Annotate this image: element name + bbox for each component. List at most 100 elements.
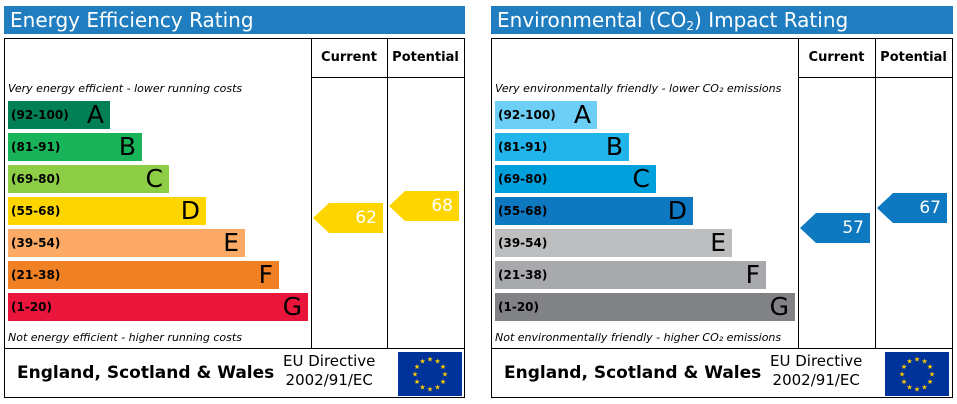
current-rating-arrow: 62 xyxy=(313,203,383,233)
star-icon: ★ xyxy=(414,378,420,386)
star-icon: ★ xyxy=(412,371,418,379)
rating-band-d: (55-68) D xyxy=(8,197,206,225)
arrow-value: 68 xyxy=(431,196,453,216)
band-range: (92-100) xyxy=(11,108,69,122)
star-icon: ★ xyxy=(927,363,933,371)
divider xyxy=(875,39,876,349)
band-letter: G xyxy=(282,292,302,321)
potential-rating-arrow: 67 xyxy=(877,193,947,223)
arrow-value: 57 xyxy=(842,218,864,238)
rating-band-b: (81-91) B xyxy=(495,133,629,161)
potential-column-header: Potential xyxy=(880,50,947,65)
star-icon: ★ xyxy=(899,371,905,379)
star-icon: ★ xyxy=(927,378,933,386)
band-letter: C xyxy=(145,164,163,193)
band-range: (69-80) xyxy=(11,172,61,186)
energy-efficiency-panel: Energy Efficiency Rating Current Potenti… xyxy=(4,6,465,398)
eu-flag-icon: ★ ★ ★ ★ ★ ★ ★ ★ ★ ★ ★ ★ xyxy=(398,352,462,396)
rating-band-f: (21-38) F xyxy=(8,261,279,289)
potential-rating-arrow: 68 xyxy=(389,191,459,221)
potential-column-header: Potential xyxy=(392,50,459,65)
rating-frame: Current Potential Very environmentally f… xyxy=(491,38,953,398)
divider xyxy=(798,39,799,349)
band-range: (92-100) xyxy=(498,108,556,122)
star-icon: ★ xyxy=(434,384,440,392)
eu-stars-icon: ★ ★★★★★★★★★★★ xyxy=(899,356,935,394)
divider xyxy=(492,348,952,349)
bottom-note: Not energy efficient - higher running co… xyxy=(8,331,242,344)
rating-band-d: (55-68) D xyxy=(495,197,693,225)
top-note: Very environmentally friendly - lower CO… xyxy=(495,82,782,95)
current-column-header: Current xyxy=(321,50,377,65)
panel-title: Energy Efficiency Rating xyxy=(4,6,465,34)
band-range: (1-20) xyxy=(498,300,539,314)
arrow-shape xyxy=(800,213,870,243)
rating-band-f: (21-38) F xyxy=(495,261,766,289)
country-label: England, Scotland & Wales xyxy=(504,363,762,383)
band-range: (1-20) xyxy=(11,300,52,314)
band-letter: A xyxy=(86,100,104,129)
current-column-header: Current xyxy=(808,50,865,65)
star-icon: ★ xyxy=(427,356,433,364)
rating-band-g: (1-20) G xyxy=(495,293,795,321)
band-range: (55-68) xyxy=(11,204,61,218)
band-letter: G xyxy=(769,292,789,321)
star-icon: ★ xyxy=(419,358,425,366)
star-icon: ★ xyxy=(427,386,433,394)
band-range: (81-91) xyxy=(11,140,61,154)
arrow-shape xyxy=(877,193,947,223)
divider xyxy=(311,39,312,349)
star-icon: ★ xyxy=(914,386,920,394)
band-range: (39-54) xyxy=(11,236,61,250)
arrow-shape xyxy=(389,191,459,221)
rating-band-c: (69-80) C xyxy=(8,165,169,193)
band-letter: C xyxy=(632,164,650,193)
panel-title: Environmental (CO2) Impact Rating xyxy=(491,6,953,34)
band-range: (69-80) xyxy=(498,172,548,186)
star-icon: ★ xyxy=(414,363,420,371)
current-rating-arrow: 57 xyxy=(800,213,870,243)
band-range: (81-91) xyxy=(498,140,548,154)
rating-band-c: (69-80) C xyxy=(495,165,656,193)
star-icon: ★ xyxy=(901,363,907,371)
band-letter: D xyxy=(667,196,687,225)
star-icon: ★ xyxy=(440,378,446,386)
star-icon: ★ xyxy=(419,384,425,392)
band-letter: E xyxy=(710,228,726,257)
rating-band-g: (1-20) G xyxy=(8,293,308,321)
rating-band-b: (81-91) B xyxy=(8,133,142,161)
band-range: (21-38) xyxy=(498,268,548,282)
divider xyxy=(798,77,952,78)
band-range: (39-54) xyxy=(498,236,548,250)
arrow-shape xyxy=(313,203,383,233)
eu-flag-icon: ★ ★ ★ ★ ★ ★ ★ ★ ★ ★ ★ ★ xyxy=(885,352,949,396)
band-letter: A xyxy=(573,100,591,129)
rating-band-a: (92-100) A xyxy=(8,101,110,129)
rating-band-a: (92-100) A xyxy=(495,101,597,129)
band-letter: F xyxy=(258,260,273,289)
eu-directive: EU Directive 2002/91/EC xyxy=(770,352,863,389)
star-icon: ★ xyxy=(906,358,912,366)
top-note: Very energy efficient - lower running co… xyxy=(8,82,243,95)
star-icon: ★ xyxy=(440,363,446,371)
country-label: England, Scotland & Wales xyxy=(17,363,275,383)
star-icon: ★ xyxy=(442,371,448,379)
rating-band-e: (39-54) E xyxy=(8,229,245,257)
divider xyxy=(387,39,388,349)
band-letter: B xyxy=(118,132,136,161)
eu-stars-icon: ★ ★★★★★★★★★★★ xyxy=(412,356,448,394)
arrow-value: 67 xyxy=(919,198,941,218)
band-letter: D xyxy=(180,196,200,225)
band-letter: F xyxy=(745,260,760,289)
star-icon: ★ xyxy=(921,384,927,392)
divider xyxy=(5,348,464,349)
bottom-note: Not environmentally friendly - higher CO… xyxy=(495,331,782,344)
band-range: (55-68) xyxy=(498,204,548,218)
band-range: (21-38) xyxy=(11,268,61,282)
environmental-impact-panel: Environmental (CO2) Impact Rating Curren… xyxy=(491,6,953,398)
rating-frame: Current Potential Very energy efficient … xyxy=(4,38,465,398)
star-icon: ★ xyxy=(901,378,907,386)
band-letter: B xyxy=(605,132,623,161)
arrow-value: 62 xyxy=(355,208,377,228)
eu-directive: EU Directive 2002/91/EC xyxy=(283,352,376,389)
